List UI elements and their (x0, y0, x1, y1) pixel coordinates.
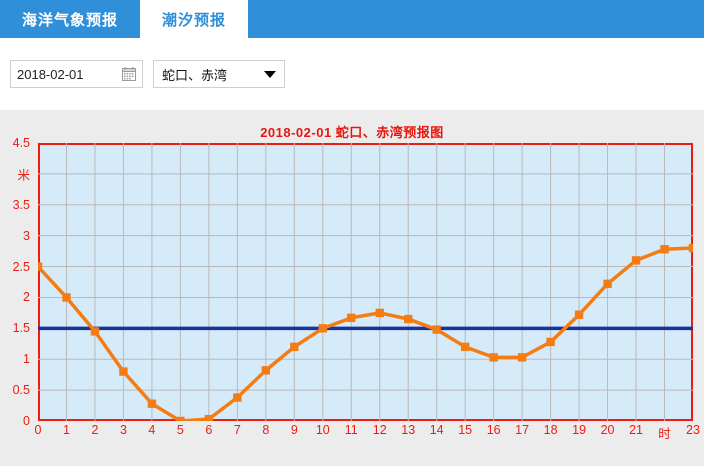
tab-tide-forecast[interactable]: 潮汐预报 (140, 0, 249, 38)
x-tick-label: 7 (233, 423, 241, 437)
x-tick-label: 9 (290, 423, 298, 437)
y-axis-labels: 0 0.5 1 1.5 2 2.5 3 3.5 米 4.5 (0, 136, 34, 428)
y-tick-label: 3 (23, 228, 30, 243)
chevron-down-icon[interactable] (264, 70, 276, 78)
x-tick-label: 时 (658, 427, 671, 441)
x-tick-label: 14 (429, 423, 444, 437)
y-tick-label: 3.5 (12, 197, 30, 212)
x-tick-label: 17 (515, 423, 530, 437)
chart-panel: 2018-02-01 蛇口、赤湾预报图 0 0.5 1 1.5 2 2.5 3 3.5 米 4.5… (0, 110, 704, 466)
y-tick-label: 0.5 (12, 383, 30, 398)
x-tick-label: 11 (344, 423, 358, 437)
plot-background (38, 143, 693, 421)
tab-bar: 海洋气象预报 潮汐预报 (0, 0, 704, 38)
calendar-icon[interactable] (122, 67, 136, 81)
chart-title: 2018-02-01 蛇口、赤湾预报图 (260, 125, 444, 140)
x-tick-label: 18 (543, 423, 558, 437)
y-tick-label: 2 (23, 290, 30, 305)
x-tick-label: 0 (34, 423, 42, 437)
tab-marine-forecast-label: 海洋气象预报 (22, 11, 119, 29)
x-tick-label: 8 (262, 423, 270, 437)
y-tick-label: 1.5 (12, 321, 30, 336)
tab-marine-forecast[interactable]: 海洋气象预报 (0, 0, 140, 38)
station-select[interactable]: 蛇口、赤湾 (153, 60, 285, 88)
x-tick-label: 13 (401, 423, 416, 437)
x-tick-label: 4 (148, 423, 156, 437)
station-select-value: 蛇口、赤湾 (162, 67, 228, 83)
tab-tide-forecast-label: 潮汐预报 (162, 11, 227, 29)
x-axis-labels: 0 1 2 3 4 5 6 7 8 9 10 11 12 13 14 15 16 17 18 19 20 21 时 23 (34, 423, 700, 445)
y-tick-label: 米 (17, 168, 30, 183)
x-tick-label: 6 (205, 423, 213, 437)
x-tick-label: 16 (486, 423, 501, 437)
plot-area (38, 143, 693, 421)
date-input[interactable]: 2018-02-01 (10, 60, 143, 88)
y-tick-label: 2.5 (12, 259, 30, 274)
x-tick-label: 5 (176, 423, 184, 437)
x-tick-label: 10 (315, 423, 330, 437)
x-tick-label: 19 (572, 423, 587, 437)
x-tick-label: 23 (686, 423, 700, 437)
x-tick-label: 12 (372, 423, 387, 437)
y-tick-label: 4.5 (12, 136, 30, 150)
y-tick-label: 0 (23, 414, 30, 428)
y-tick-label: 1 (23, 352, 30, 367)
x-tick-label: 20 (600, 423, 615, 437)
x-tick-label: 1 (62, 423, 70, 437)
tide-line-chart (38, 143, 693, 421)
x-tick-label: 15 (458, 423, 473, 437)
x-tick-label: 3 (119, 423, 127, 437)
x-tick-label: 2 (91, 423, 99, 437)
x-tick-label: 21 (629, 423, 643, 437)
date-input-value: 2018-02-01 (17, 66, 84, 82)
controls-row: 2018-02-01 (0, 38, 704, 110)
